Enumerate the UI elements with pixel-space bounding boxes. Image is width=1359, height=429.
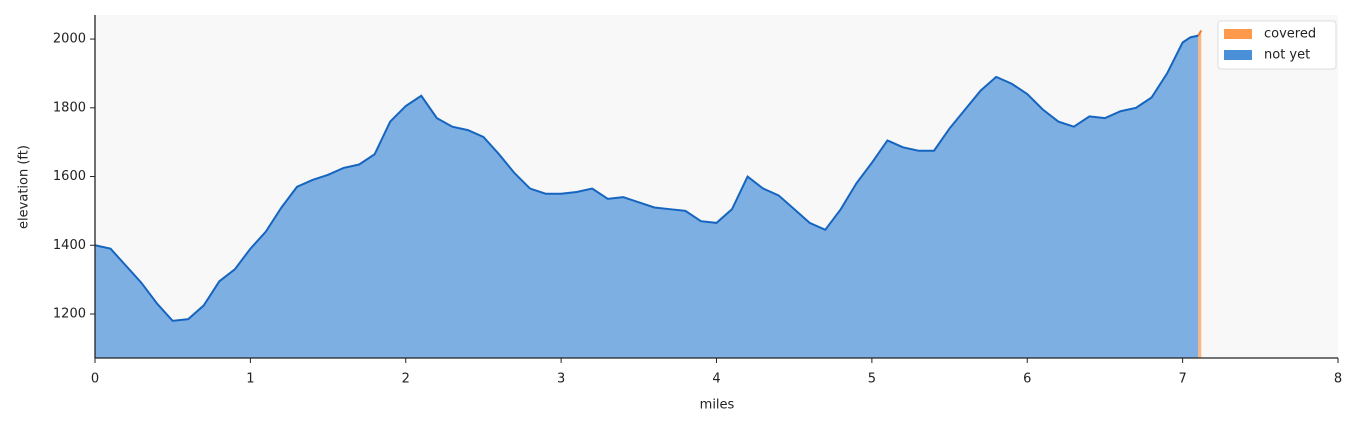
x-tick-label: 8 xyxy=(1334,372,1342,387)
x-tick-label: 2 xyxy=(402,372,410,387)
x-tick-label: 6 xyxy=(1023,372,1031,387)
legend-label: covered xyxy=(1264,27,1316,42)
y-tick-label: 1400 xyxy=(53,238,86,253)
x-tick-label: 0 xyxy=(91,372,99,387)
line xyxy=(1197,29,1203,37)
x-tick-label: 1 xyxy=(246,372,254,387)
x-tick-label: 3 xyxy=(557,372,565,387)
y-axis-label: elevation (ft) xyxy=(17,145,32,229)
y-tick-label: 1800 xyxy=(53,100,86,115)
legend-label: not yet xyxy=(1264,48,1310,63)
x-axis-label: miles xyxy=(700,398,735,413)
y-tick-label: 1200 xyxy=(53,307,86,322)
x-tick-label: 4 xyxy=(712,372,720,387)
x-tick-label: 5 xyxy=(868,372,876,387)
area xyxy=(1198,30,1202,358)
area xyxy=(95,35,1199,358)
legend-swatch xyxy=(1224,50,1252,60)
y-tick-label: 2000 xyxy=(53,32,86,47)
y-tick-label: 1600 xyxy=(53,169,86,184)
legend-swatch xyxy=(1224,29,1252,39)
line xyxy=(94,34,1199,322)
x-tick-label: 7 xyxy=(1178,372,1186,387)
